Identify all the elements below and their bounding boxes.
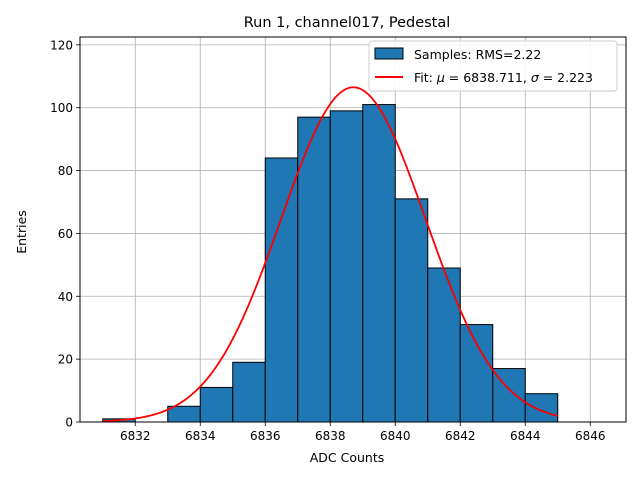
histogram-bar [232,361,266,423]
fit-curve [102,86,558,423]
x-tick-label: 6844 [510,429,541,443]
histogram-bar [264,157,299,423]
legend-fit-sigma-symbol: σ [531,70,540,85]
histogram-bar [297,116,331,423]
legend-fit-sigma-value: = 2.223 [539,70,593,85]
y-tick-label: 40 [58,290,73,304]
legend-box [368,40,618,92]
y-tick-label: 80 [58,164,73,178]
histogram-bar [524,393,559,423]
legend-fit-mu-value: = 6838.711, [445,70,531,85]
x-tick-label: 6846 [575,429,606,443]
legend-samples-label: Samples: RMS=2.22 [414,47,541,62]
x-tick-label: 6838 [315,429,346,443]
y-tick-label: 20 [58,353,73,367]
y-tick-label: 120 [50,38,73,52]
plot-frame [79,36,627,423]
x-tick-label: 6832 [120,429,151,443]
histogram-bar [199,386,234,423]
histogram-bar [459,324,494,423]
x-tick-label: 6836 [250,429,281,443]
histogram-bar [329,110,364,423]
histogram-bar [427,267,461,423]
x-tick-label: 6842 [445,429,476,443]
y-tick-label: 100 [50,101,73,115]
x-axis-label: ADC Counts [310,450,385,465]
x-tick-label: 6834 [185,429,216,443]
legend-fit-mu-symbol: μ [436,70,445,85]
legend-fit-prefix: Fit: [414,70,437,85]
fit-curve-layer [102,86,558,423]
chart-title: Run 1, channel017, Pedestal [244,15,451,31]
y-tick-label: 0 [65,416,73,430]
histogram-bar [362,104,396,423]
histogram-bar [167,405,201,423]
legend-samples-swatch [374,47,404,60]
legend-fit-label: Fit: μ = 6838.711, σ = 2.223 [414,70,593,85]
legend: Samples: RMS=2.22 Fit: μ = 6838.711, σ =… [368,40,618,92]
x-tick-label: 6840 [380,429,411,443]
histogram-bar [394,198,429,423]
x-axis-ticks: 6832 6834 6836 6838 6840 6842 6844 6846 [120,422,606,443]
y-axis-label: Entries [14,210,29,254]
histogram-bars [102,104,559,423]
y-axis-ticks: 0 20 40 60 80 100 120 [50,38,80,430]
y-tick-label: 60 [58,227,73,241]
